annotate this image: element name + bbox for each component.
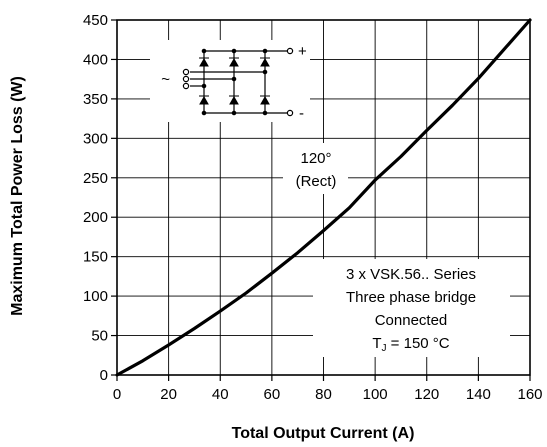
annotation-tj: TJ = 150 °C <box>372 335 449 354</box>
diode-lower-2 <box>229 95 239 105</box>
bridge-schematic <box>150 40 310 122</box>
node-top-2 <box>231 48 237 54</box>
x-tick-label: 20 <box>160 386 177 403</box>
y-tick-label: 250 <box>83 170 108 187</box>
grid-lines <box>117 20 530 375</box>
diode-lower-3 <box>260 95 270 105</box>
y-tick-label: 200 <box>83 209 108 226</box>
node-bottom-3 <box>262 110 268 116</box>
y-tick-label: 300 <box>83 130 108 147</box>
node-mid-2 <box>231 76 237 82</box>
x-tick-label: 0 <box>113 386 121 403</box>
x-tick-label: 100 <box>363 386 388 403</box>
power-loss-curve <box>115 18 532 377</box>
node-mid-3 <box>262 69 268 75</box>
tj-value: = 150 °C <box>387 335 450 352</box>
node-bottom-2 <box>231 110 237 116</box>
annotation-bg-angle <box>283 143 348 194</box>
y-tick-label: 450 <box>83 12 108 29</box>
annotation-bg-device <box>313 259 510 357</box>
schematic-ac-label: ~ <box>161 71 170 88</box>
schematic-bg <box>150 40 310 122</box>
x-tick-label: 60 <box>264 386 281 403</box>
y-tick-label: 0 <box>100 367 108 384</box>
terminal-ac-3 <box>182 82 190 90</box>
diode-lower-1 <box>199 95 209 105</box>
tj-subscript: J <box>382 343 387 354</box>
diode-upper-2 <box>229 57 239 67</box>
y-tick-label: 350 <box>83 91 108 108</box>
node-mid-1 <box>201 83 207 89</box>
schematic-plus-label: + <box>298 43 307 60</box>
node-bottom-1 <box>201 110 207 116</box>
annotation-condition: (Rect) <box>296 173 337 190</box>
y-tick-label: 150 <box>83 249 108 266</box>
x-tick-label: 160 <box>517 386 542 403</box>
tj-symbol: T <box>372 335 381 352</box>
y-tick-label: 50 <box>91 328 108 345</box>
x-axis-title: Total Output Current (A) <box>232 425 415 442</box>
y-tick-label: 400 <box>83 51 108 68</box>
annotation-angle: 120° <box>300 150 331 167</box>
x-tick-label: 140 <box>466 386 491 403</box>
x-tick-label: 120 <box>414 386 439 403</box>
x-tick-label: 40 <box>212 386 229 403</box>
schematic-diodes <box>199 48 270 116</box>
terminal-ac-1 <box>182 68 190 76</box>
diode-upper-3 <box>260 57 270 67</box>
terminal-minus <box>286 109 294 117</box>
plot-frame <box>116 19 531 376</box>
axis-ticks: 0 20 40 60 80 100 120 140 160 0 50 100 150 200 250 300 3… <box>83 12 543 403</box>
annotation-device-line2: Three phase bridge <box>346 289 476 306</box>
annotation-device-line3: Connected <box>375 312 448 329</box>
y-tick-label: 100 <box>83 288 108 305</box>
diode-upper-1 <box>199 57 209 67</box>
terminal-plus <box>286 47 294 55</box>
node-top-1 <box>201 48 207 54</box>
x-tick-label: 80 <box>315 386 332 403</box>
schematic-minus-label: - <box>299 105 304 122</box>
node-top-3 <box>262 48 268 54</box>
annotation-device-line1: 3 x VSK.56.. Series <box>346 266 476 283</box>
terminal-ac-2 <box>182 75 190 83</box>
y-axis-title: Maximum Total Power Loss (W) <box>9 76 26 316</box>
